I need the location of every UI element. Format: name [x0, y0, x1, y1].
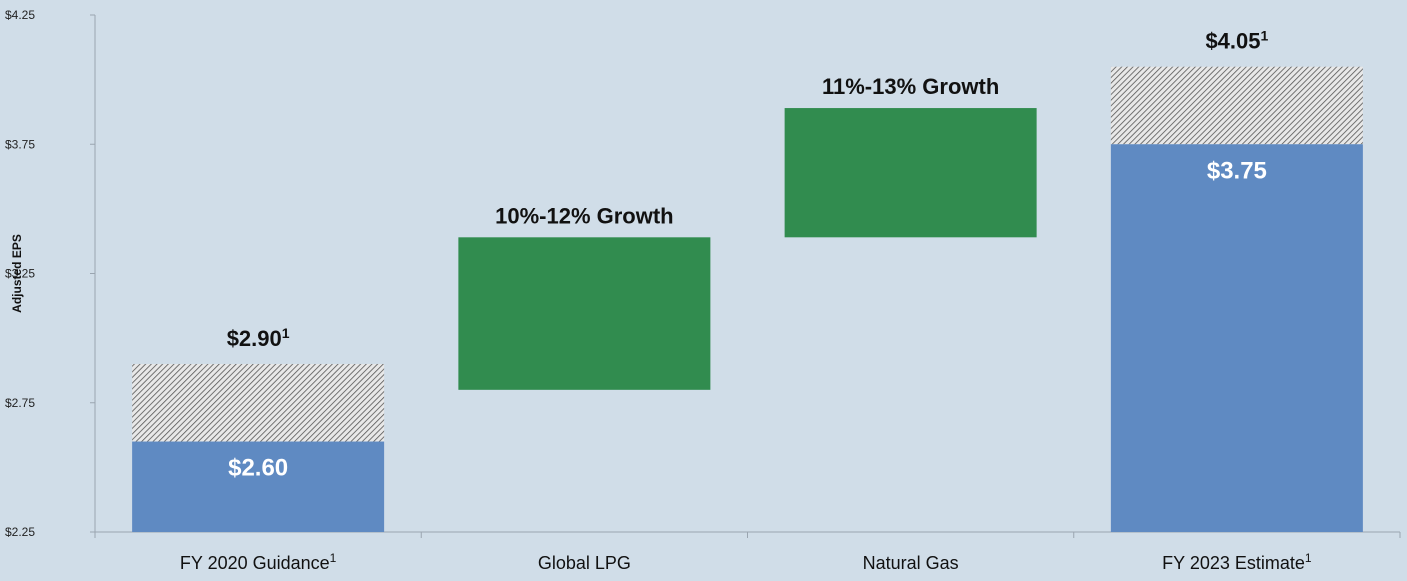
y-tick-label: $3.25: [5, 267, 35, 281]
total-bar: [1110, 144, 1363, 532]
bar-range-label: $4.051: [1205, 28, 1268, 54]
category-label: Natural Gas: [863, 553, 959, 573]
range-hatch-segment: [132, 363, 385, 442]
y-tick-label: $4.25: [5, 8, 35, 22]
growth-label-text: 10%-12% Growth: [495, 203, 674, 228]
total-bar: [132, 441, 385, 532]
category-label-text: Global LPG: [538, 553, 631, 573]
axes: $2.25 $2.75 $3.25 $3.75 $4.25 Adjusted EPS: [5, 8, 1401, 539]
y-tick-label: $3.75: [5, 137, 35, 151]
growth-label: 10%-12% Growth: [495, 203, 674, 228]
category-label-text: Natural Gas: [863, 553, 959, 573]
category-label-text: FY 2023 Estimate: [1162, 553, 1305, 573]
growth-label: 11%-13% Growth: [822, 74, 999, 99]
category-label-superscript: 1: [330, 551, 337, 565]
category-label: FY 2020 Guidance1: [180, 551, 337, 573]
y-axis-title: Adjusted EPS: [10, 234, 24, 313]
category-label-text: FY 2020 Guidance: [180, 553, 330, 573]
labels: FY 2020 Guidance1 Global LPG Natural Gas FY…: [180, 28, 1312, 573]
y-tick-label: $2.75: [5, 396, 35, 410]
category-label: Global LPG: [538, 553, 631, 573]
category-label: FY 2023 Estimate1: [1162, 551, 1312, 573]
bar-range-label: $2.901: [227, 325, 290, 351]
range-hatch-segment: [1110, 66, 1363, 145]
increment-bar: [784, 108, 1037, 238]
bar-range-label-text: $4.05: [1205, 29, 1260, 54]
bar-value-label: $2.60: [228, 455, 288, 482]
category-label-superscript: 1: [1305, 551, 1312, 565]
growth-label-text: 11%-13% Growth: [822, 74, 999, 99]
bar-range-label-superscript: 1: [282, 325, 290, 341]
y-tick-label: $2.25: [5, 525, 35, 539]
bar-value-label: $3.75: [1207, 157, 1267, 184]
bar-range-label-text: $2.90: [227, 326, 282, 351]
bar-range-label-superscript: 1: [1261, 28, 1269, 44]
increment-bar: [458, 237, 711, 390]
bars: [132, 66, 1363, 532]
